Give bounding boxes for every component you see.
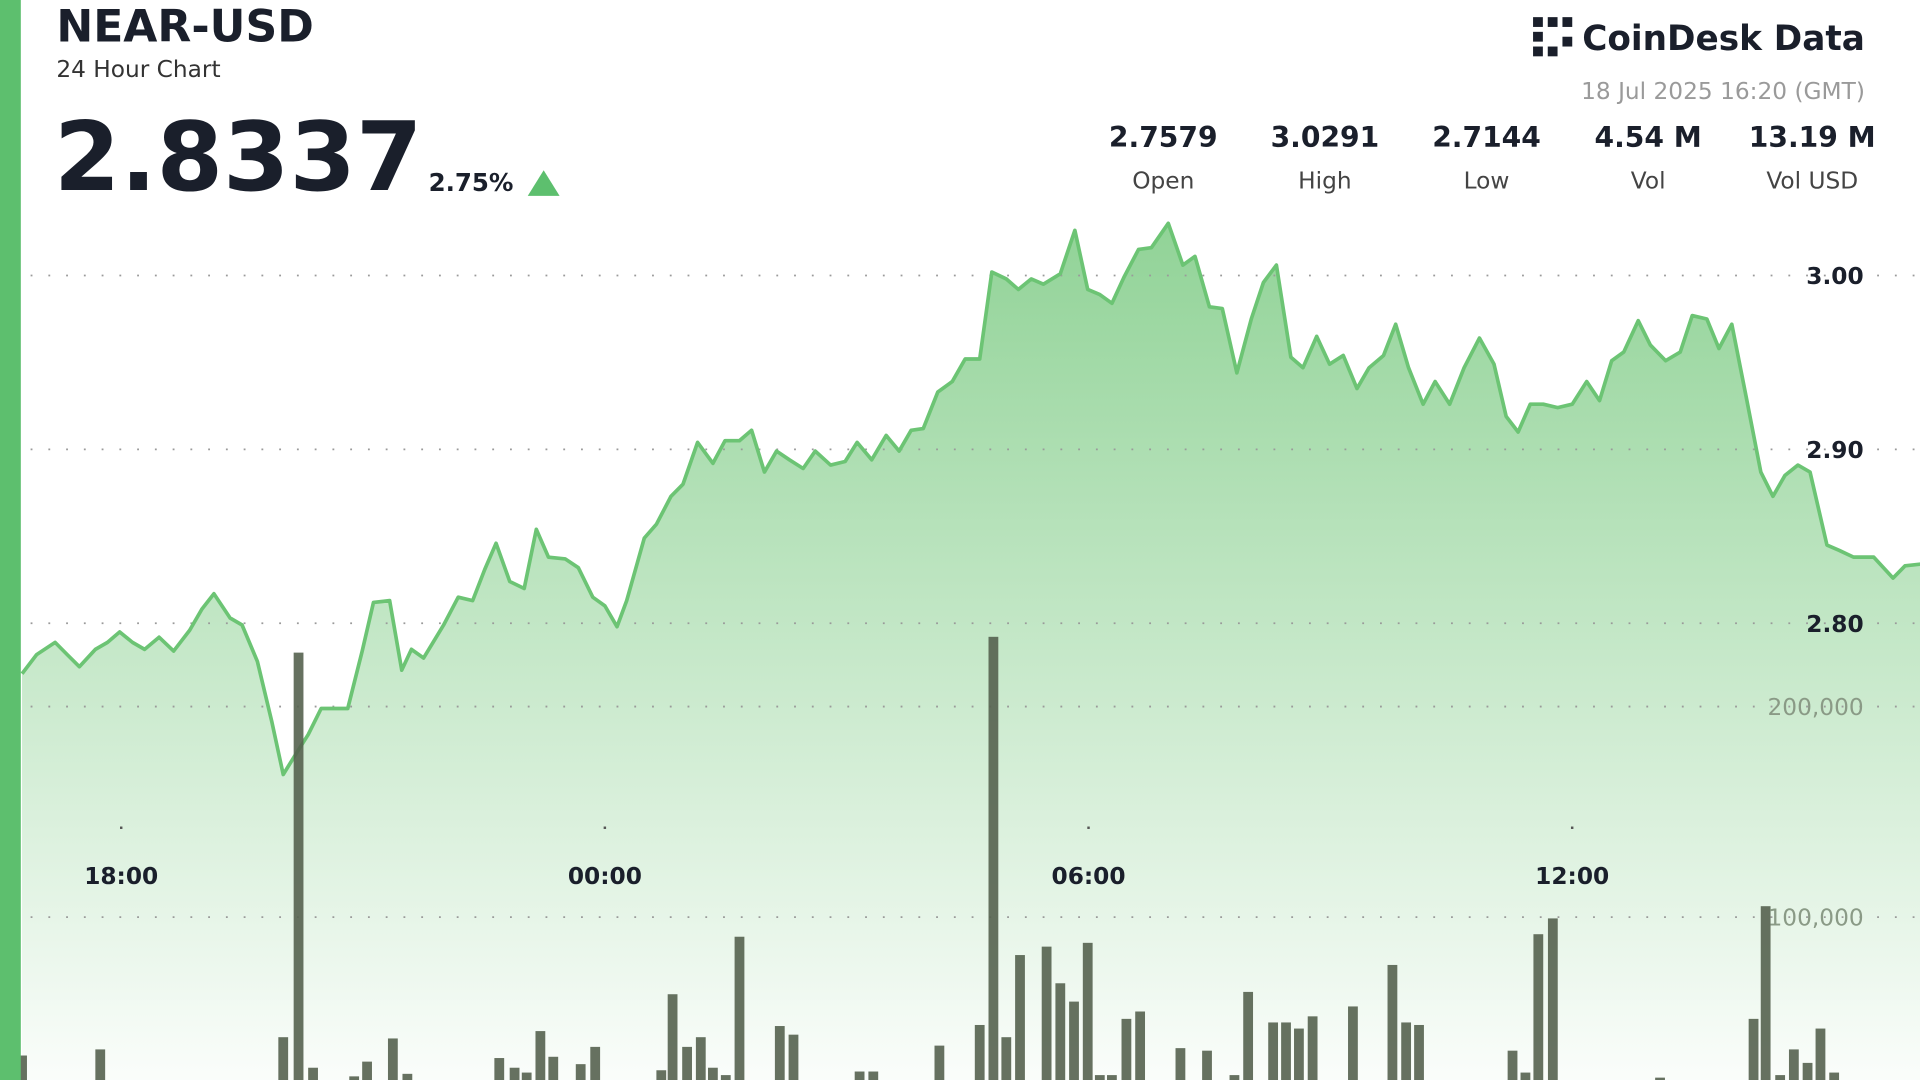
volume-bar <box>695 1037 706 1080</box>
y-tick-label: 2.80 <box>1806 611 1863 638</box>
volume-bar <box>1748 1018 1759 1080</box>
volume-bar <box>1414 1024 1424 1080</box>
price-line <box>20 221 1920 777</box>
volume-bar <box>1815 1028 1826 1080</box>
volume-bar <box>774 1026 785 1080</box>
stat-label: Vol USD <box>1766 168 1858 195</box>
accent-bar <box>0 0 21 1080</box>
change: 2.75% <box>429 168 514 197</box>
timestamp: 18 Jul 2025 16:20 (GMT) <box>1581 78 1865 105</box>
volume-bar <box>854 1071 865 1080</box>
x-tick-label: 06:00 <box>1052 863 1126 890</box>
volume-bar <box>1802 1062 1813 1080</box>
volume-bar <box>1387 964 1398 1080</box>
y-tick-label: 3.00 <box>1806 263 1863 290</box>
price: 2.8337 <box>54 101 423 213</box>
volume-bar <box>1655 1077 1665 1080</box>
stat-value: 2.7579 <box>1109 121 1218 154</box>
stat-value: 3.0291 <box>1271 121 1380 154</box>
volume-bar <box>402 1073 413 1080</box>
stat-label: High <box>1298 168 1351 195</box>
volume-bar <box>509 1067 520 1080</box>
volume-bar <box>1788 1049 1799 1080</box>
volume-bar <box>868 1071 879 1080</box>
volume-bar <box>1307 1016 1318 1080</box>
stat-value: 13.19 M <box>1749 121 1876 154</box>
volume-bar <box>656 1070 667 1080</box>
stat-label: Open <box>1132 168 1194 195</box>
volume-bar <box>1202 1050 1212 1080</box>
brand-name: CoinDesk Data <box>1582 19 1865 59</box>
volume-bar <box>95 1049 106 1080</box>
volume-bar <box>387 1038 398 1080</box>
stat-label: Vol <box>1631 168 1666 195</box>
price-area <box>22 223 1920 1080</box>
volume-bar <box>1507 1050 1518 1080</box>
volume-bar <box>1547 918 1558 1080</box>
volume-bar <box>667 994 678 1080</box>
volume-bar <box>707 1067 718 1080</box>
y-tick-label: 2.90 <box>1806 437 1863 464</box>
volume-bar <box>1294 1028 1304 1080</box>
title: NEAR-USD <box>56 2 313 53</box>
volume-bar <box>535 1031 546 1080</box>
volume-bar <box>788 1034 799 1080</box>
x-tick-label: 12:00 <box>1535 863 1609 890</box>
volume-bar <box>1401 1022 1412 1080</box>
volume-bar <box>1229 1075 1240 1080</box>
up-arrow <box>527 170 560 196</box>
volume-bar <box>1281 1022 1291 1080</box>
stats: 2.7579 Open 3.0291 High 2.7144 Low 4.54 M Vol 13… <box>1109 121 1876 195</box>
volume-bar <box>1243 991 1254 1080</box>
subtitle: 24 Hour Chart <box>56 56 220 83</box>
volume-bar <box>17 1055 27 1080</box>
volume-bar <box>988 636 999 1080</box>
volume-bar <box>1041 946 1052 1080</box>
volume-bar <box>934 1045 945 1080</box>
volume-bar <box>1520 1072 1531 1080</box>
volume-bar <box>1107 1075 1117 1080</box>
volume-bar <box>1015 955 1025 1080</box>
volume-bar <box>575 1064 586 1080</box>
volume-bar <box>974 1024 985 1080</box>
volume-bar <box>1001 1037 1012 1080</box>
x-tick-label: 18:00 <box>84 863 158 890</box>
volume-bar <box>548 1056 559 1080</box>
stat-value: 4.54 M <box>1595 121 1702 154</box>
volume-bar <box>494 1058 505 1080</box>
volume-bar <box>1055 983 1066 1080</box>
y-tick-label: 200,000 <box>1768 694 1864 721</box>
volume-bar <box>278 1037 289 1080</box>
volume-bar <box>362 1061 372 1080</box>
volume-bar <box>1829 1072 1840 1080</box>
y-tick-label: 100,000 <box>1768 905 1864 932</box>
volume-bar <box>720 1075 731 1080</box>
volume-bar <box>1094 1075 1105 1080</box>
x-tick-label: 00:00 <box>568 863 642 890</box>
volume-bar <box>1121 1018 1132 1080</box>
volume-bar <box>1533 934 1544 1080</box>
volume-bar <box>682 1046 692 1080</box>
volume-bar <box>1069 1001 1079 1080</box>
volume-bar <box>521 1072 532 1080</box>
volume-bar <box>734 936 745 1080</box>
volume-bar <box>1268 1022 1279 1080</box>
volume-bar <box>1082 942 1093 1080</box>
stat-value: 2.7144 <box>1432 121 1541 154</box>
plot-area: 2.80 2.90 3.00 18:00 00:00 06:00 12:00 100,000 2… <box>17 221 1920 1080</box>
volume-bar <box>1760 906 1771 1080</box>
volume-bar <box>1348 1006 1358 1080</box>
volume-bar <box>1775 1075 1786 1080</box>
volume-bar <box>293 652 304 1080</box>
brand-logo <box>1533 17 1573 57</box>
volume-bar <box>308 1067 318 1080</box>
volume-bar <box>590 1046 601 1080</box>
volume-bar <box>349 1076 360 1080</box>
volume-bar <box>1135 1011 1146 1080</box>
stat-label: Low <box>1464 168 1510 195</box>
volume-bar <box>1175 1048 1186 1080</box>
